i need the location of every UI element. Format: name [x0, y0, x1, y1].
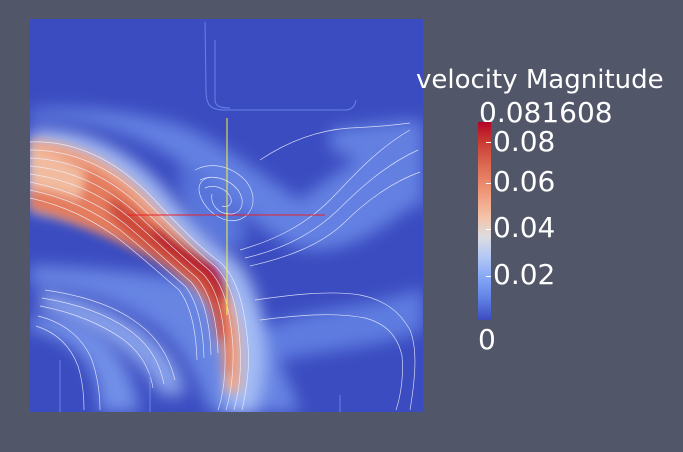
legend-max-value: 0.081608 — [479, 96, 613, 129]
streamlines — [30, 122, 421, 411]
tick-mark — [486, 142, 491, 143]
legend-title: velocity Magnitude — [416, 65, 664, 95]
tick-label-0-08: 0.08 — [493, 125, 556, 158]
simulation-domain — [30, 19, 423, 412]
tick-mark — [486, 276, 491, 277]
tick-mark — [486, 229, 491, 230]
mesh-lines — [59, 21, 357, 412]
tick-label-0-04: 0.04 — [493, 211, 556, 244]
color-bar — [478, 122, 491, 320]
legend-min-value: 0 — [478, 323, 496, 356]
tick-label-0-06: 0.06 — [493, 165, 556, 198]
tick-mark — [486, 183, 491, 184]
tick-label-0-02: 0.02 — [493, 258, 556, 291]
